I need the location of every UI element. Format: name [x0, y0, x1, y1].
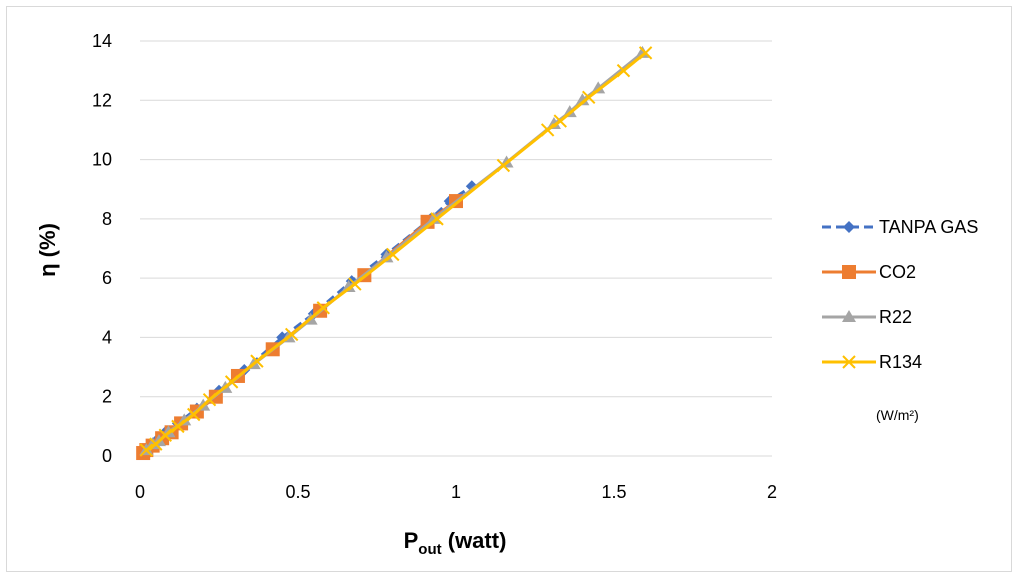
- y-tick-label: 6: [102, 268, 112, 288]
- legend-label: TANPA GAS: [879, 217, 978, 237]
- data-point: [171, 419, 185, 434]
- legend-item: R134: [822, 352, 922, 372]
- y-tick-label: 8: [102, 209, 112, 229]
- legend-label: R22: [879, 307, 912, 327]
- y-tick-label: 12: [92, 90, 112, 110]
- data-point: [341, 280, 356, 293]
- data-point: [386, 247, 400, 262]
- legend-swatch-marker: [842, 310, 856, 322]
- y-axis-title: η (%): [35, 223, 60, 277]
- data-point: [426, 211, 441, 224]
- data-point: [158, 428, 172, 442]
- legend-swatch-marker: [842, 355, 856, 369]
- x-tick-labels: 0 0.5 1 1.5 2: [135, 482, 777, 502]
- data-point: [591, 81, 606, 94]
- x-tick-label: 0: [135, 482, 145, 502]
- data-point: [616, 63, 631, 78]
- legend-label: CO2: [879, 262, 916, 282]
- series-r134: [139, 46, 653, 457]
- data-point: [348, 277, 362, 291]
- legend-item: R22: [822, 307, 912, 327]
- x-axis-title-rest: (watt): [442, 528, 507, 553]
- x-tick-label: 1.5: [601, 482, 626, 502]
- data-point: [139, 443, 154, 457]
- legend-unit-note: (W/m²): [876, 407, 919, 423]
- x-tick-label: 1: [451, 482, 461, 502]
- legend-item: CO2: [822, 262, 916, 282]
- x-tick-label: 2: [767, 482, 777, 502]
- data-point: [575, 93, 590, 106]
- y-tick-label: 14: [92, 31, 112, 51]
- data-point: [540, 123, 555, 137]
- x-axis-title: Pout (watt): [404, 528, 507, 558]
- data-point: [316, 301, 330, 315]
- legend-swatch-marker: [843, 221, 855, 233]
- x-axis-title-sub: out: [418, 541, 441, 558]
- y-tick-label: 2: [102, 387, 112, 407]
- data-point: [430, 212, 444, 226]
- data-point: [553, 114, 567, 128]
- data-point: [635, 45, 650, 58]
- data-point: [284, 327, 299, 342]
- y-tick-labels: 0 2 4 6 8 10 12 14: [92, 31, 112, 466]
- legend-item: TANPA GAS: [822, 217, 978, 237]
- y-tick-label: 10: [92, 150, 112, 170]
- y-tick-label: 4: [102, 327, 112, 347]
- series-group: [136, 45, 653, 461]
- data-point: [496, 158, 511, 173]
- data-point: [224, 375, 239, 389]
- data-point: [582, 90, 596, 105]
- x-axis-title-main: P: [404, 528, 419, 553]
- y-tick-label: 0: [102, 446, 112, 466]
- legend-swatch-marker: [842, 265, 856, 279]
- legend-label: R134: [879, 352, 922, 372]
- data-point: [638, 46, 653, 60]
- data-point: [250, 354, 264, 368]
- grid-lines: [140, 40, 772, 457]
- data-point: [379, 250, 394, 263]
- data-point: [187, 407, 201, 422]
- legend: TANPA GAS CO2 R22 R134: [822, 217, 978, 372]
- data-point: [202, 392, 217, 407]
- x-tick-label: 0.5: [285, 482, 310, 502]
